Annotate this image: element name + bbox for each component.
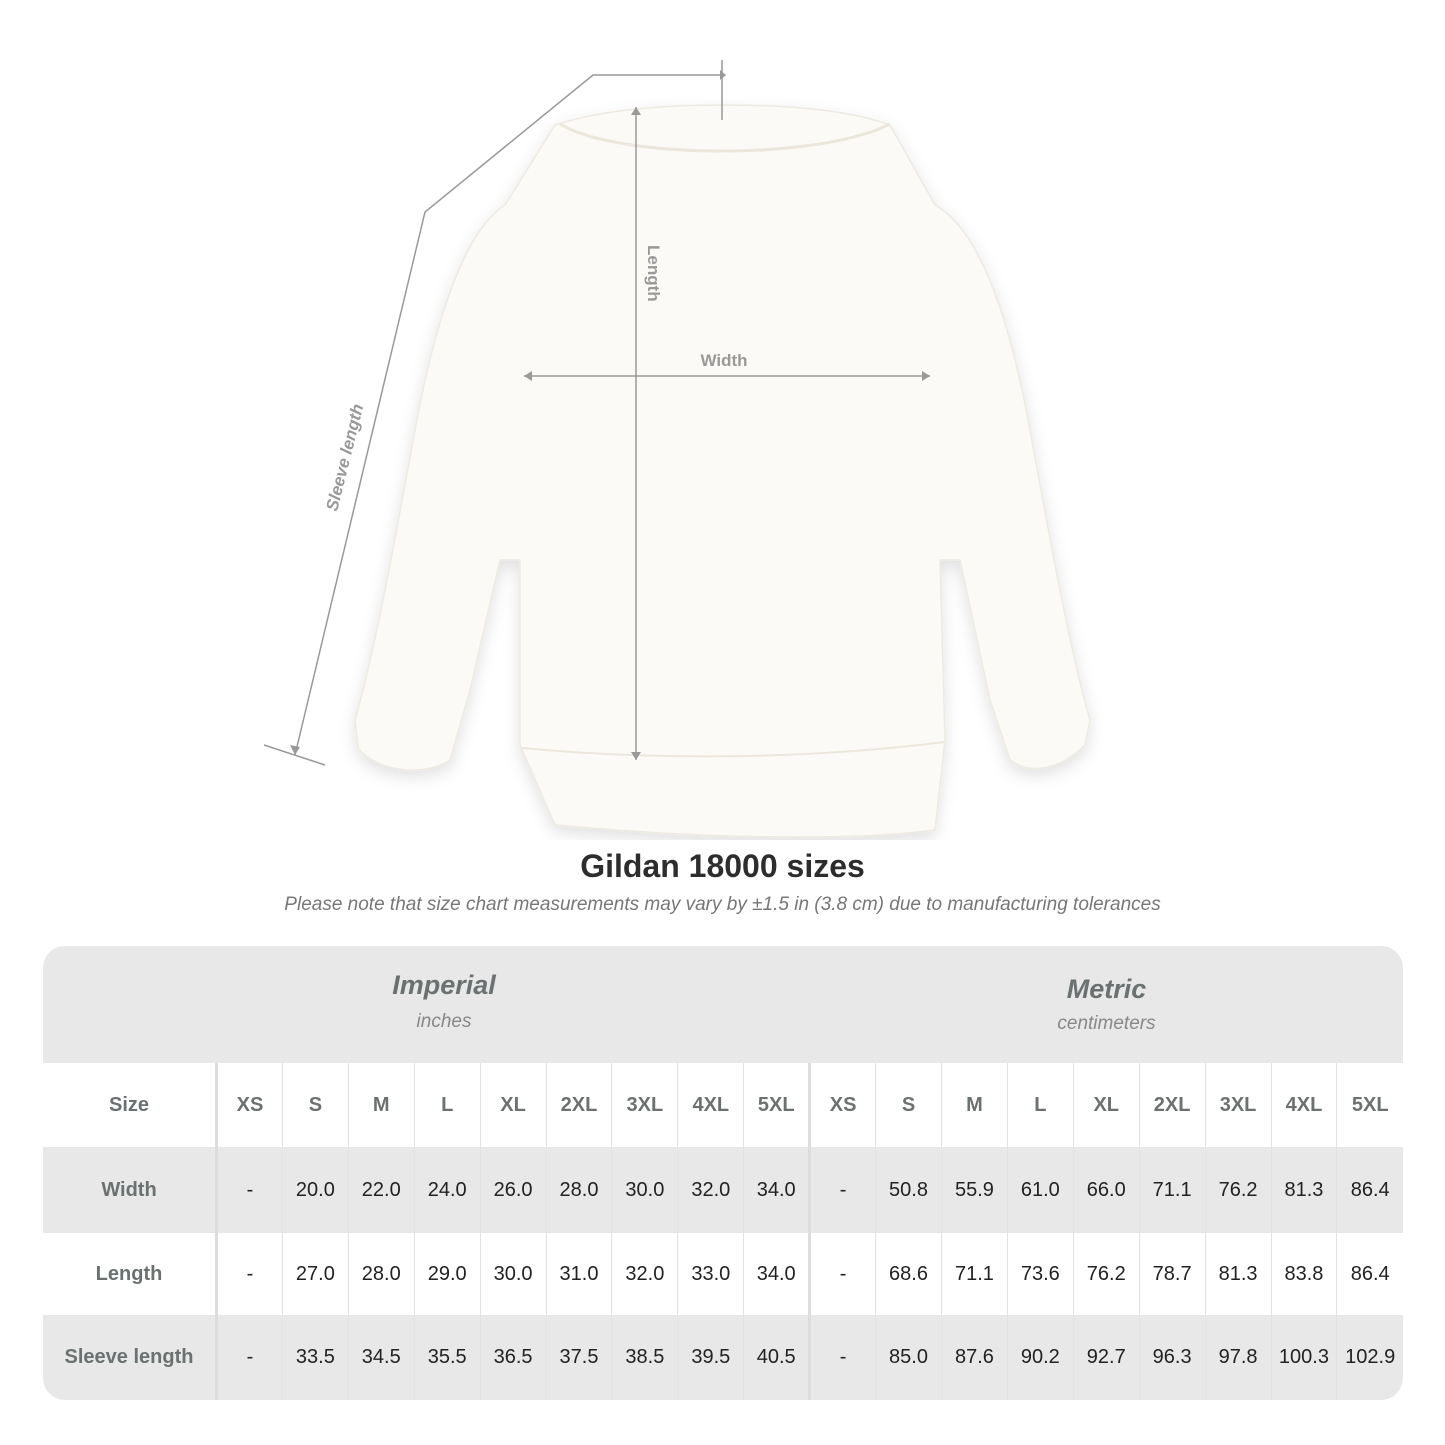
imperial-size-header: XS	[216, 1063, 283, 1147]
imperial-cell: 39.5	[677, 1315, 744, 1400]
imperial-cell: 30.0	[479, 1233, 547, 1315]
imperial-size-header: L	[413, 1063, 481, 1147]
metric-cell: 90.2	[1006, 1315, 1074, 1400]
metric-cell: 50.8	[875, 1147, 942, 1233]
imperial-size-header: 4XL	[677, 1063, 744, 1147]
imperial-cell: 24.0	[413, 1147, 481, 1233]
imperial-cell: 33.0	[677, 1233, 744, 1315]
imperial-cell: 20.0	[281, 1147, 349, 1233]
imperial-size-header: S	[281, 1063, 349, 1147]
metric-cell: 66.0	[1072, 1147, 1140, 1233]
metric-cell: 81.3	[1270, 1147, 1337, 1233]
metric-cell: 55.9	[940, 1147, 1008, 1233]
units-header: Imperial inches Metric centimeters	[43, 946, 1403, 1063]
imperial-cell: 40.5	[743, 1315, 810, 1400]
metric-size-header: 3XL	[1204, 1063, 1271, 1147]
chart-title: Gildan 18000 sizes	[580, 848, 865, 884]
metric-cell: 86.4	[1336, 1147, 1403, 1233]
size-table: Size XS S M L XL 2XL 3XL 4XL 5XL XS S M L XL 2XL 3XL 4XL 5…	[43, 1063, 1403, 1400]
metric-cell: 81.3	[1204, 1233, 1271, 1315]
imperial-size-header: XL	[479, 1063, 547, 1147]
table-row: Width -20.0 22.0 24.0 26.0 28.0 30.0 32.0 34.0-5…	[43, 1147, 1403, 1233]
length-label: Length	[644, 245, 663, 302]
width-label: Width	[700, 351, 747, 370]
metric-cell: 85.0	[875, 1315, 942, 1400]
row-label: Sleeve length	[43, 1315, 218, 1400]
size-table-panel: Imperial inches Metric centimeters Size X…	[43, 946, 1403, 1400]
metric-cell: 92.7	[1072, 1315, 1140, 1400]
row-label: Length	[43, 1233, 218, 1315]
metric-cell: 73.6	[1006, 1233, 1074, 1315]
metric-cell: 86.4	[1336, 1233, 1403, 1315]
table-row: Length -27.0 28.0 29.0 30.0 31.0 32.0 33.0 34.0-…	[43, 1233, 1403, 1315]
metric-size-header: XS	[808, 1063, 876, 1147]
imperial-cell: 32.0	[677, 1147, 744, 1233]
imperial-cell: -	[216, 1147, 283, 1233]
imperial-unit: inches	[416, 1011, 472, 1032]
metric-cell: 96.3	[1138, 1315, 1206, 1400]
sweatshirt-image	[354, 104, 1091, 838]
row-label: Width	[43, 1147, 218, 1233]
imperial-cell: 28.0	[545, 1147, 612, 1233]
imperial-cell: 37.5	[545, 1315, 612, 1400]
sleeve-length-label: Sleeve length	[322, 402, 367, 513]
metric-size-header: 4XL	[1270, 1063, 1337, 1147]
imperial-size-header: 2XL	[545, 1063, 612, 1147]
metric-size-header: L	[1006, 1063, 1074, 1147]
tolerance-note: Please note that size chart measurements…	[284, 894, 1161, 915]
metric-cell: -	[808, 1147, 876, 1233]
imperial-cell: 30.0	[611, 1147, 678, 1233]
metric-size-header: M	[940, 1063, 1008, 1147]
metric-title: Metric	[1066, 974, 1147, 1004]
size-header-row: Size XS S M L XL 2XL 3XL 4XL 5XL XS S M L XL 2XL 3XL 4XL 5…	[43, 1063, 1403, 1147]
metric-cell: 76.2	[1072, 1233, 1140, 1315]
imperial-cell: -	[216, 1233, 283, 1315]
metric-size-header: XL	[1072, 1063, 1140, 1147]
metric-cell: 97.8	[1204, 1315, 1271, 1400]
imperial-cell: 34.0	[743, 1233, 810, 1315]
metric-cell: -	[808, 1315, 876, 1400]
imperial-header: Imperial inches	[217, 970, 671, 1033]
imperial-cell: 38.5	[611, 1315, 678, 1400]
imperial-title: Imperial	[392, 970, 496, 1000]
metric-unit: centimeters	[1057, 1013, 1156, 1034]
table-row: Sleeve length -33.5 34.5 35.5 36.5 37.5 38.5 39…	[43, 1315, 1403, 1400]
imperial-cell: 35.5	[413, 1315, 481, 1400]
metric-cell: 78.7	[1138, 1233, 1206, 1315]
metric-cell: 100.3	[1270, 1315, 1337, 1400]
sweatshirt-measurement-diagram: Length Width Sleeve length	[263, 60, 1091, 838]
imperial-cell: 29.0	[413, 1233, 481, 1315]
metric-cell: 102.9	[1336, 1315, 1403, 1400]
imperial-cell: 36.5	[479, 1315, 547, 1400]
metric-size-header: 5XL	[1336, 1063, 1403, 1147]
size-header-label: Size	[43, 1063, 218, 1147]
imperial-cell: 28.0	[347, 1233, 415, 1315]
metric-cell: 61.0	[1006, 1147, 1074, 1233]
imperial-size-header: 5XL	[743, 1063, 810, 1147]
metric-cell: 71.1	[1138, 1147, 1206, 1233]
imperial-cell: -	[216, 1315, 283, 1400]
imperial-cell: 31.0	[545, 1233, 612, 1315]
metric-size-header: 2XL	[1138, 1063, 1206, 1147]
metric-cell: -	[808, 1233, 876, 1315]
imperial-cell: 32.0	[611, 1233, 678, 1315]
metric-size-header: S	[875, 1063, 942, 1147]
imperial-cell: 33.5	[281, 1315, 349, 1400]
metric-cell: 76.2	[1204, 1147, 1271, 1233]
imperial-size-header: 3XL	[611, 1063, 678, 1147]
imperial-cell: 34.5	[347, 1315, 415, 1400]
imperial-size-header: M	[347, 1063, 415, 1147]
imperial-cell: 26.0	[479, 1147, 547, 1233]
metric-header: Metric centimeters	[810, 974, 1403, 1035]
metric-cell: 83.8	[1270, 1233, 1337, 1315]
imperial-cell: 27.0	[281, 1233, 349, 1315]
metric-cell: 68.6	[875, 1233, 942, 1315]
metric-cell: 71.1	[940, 1233, 1008, 1315]
imperial-cell: 22.0	[347, 1147, 415, 1233]
imperial-cell: 34.0	[743, 1147, 810, 1233]
metric-cell: 87.6	[940, 1315, 1008, 1400]
